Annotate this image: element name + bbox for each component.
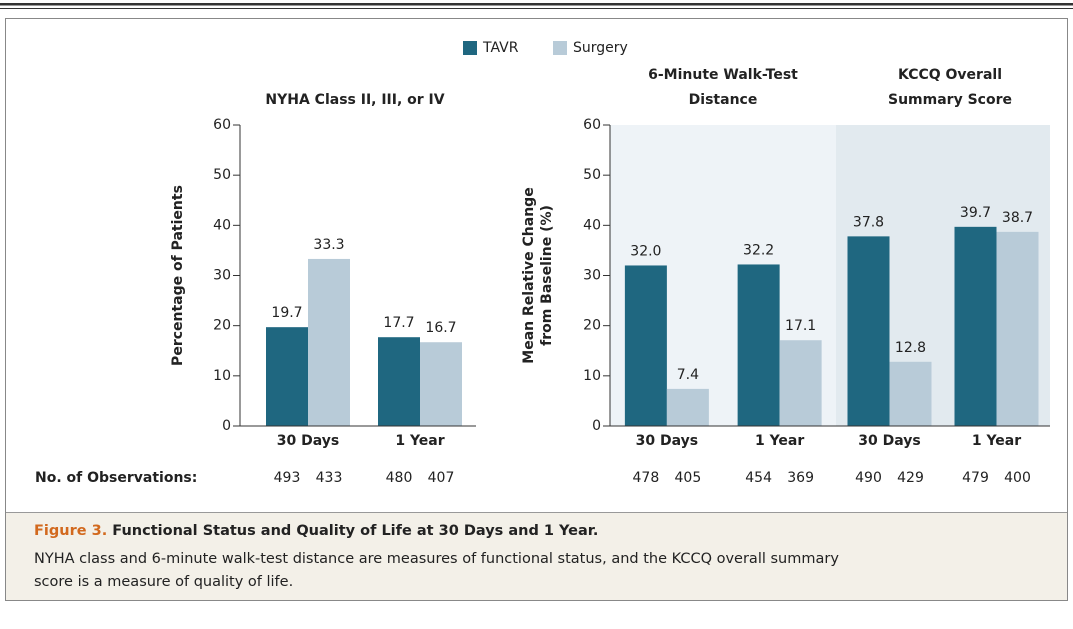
observation-count: 480 bbox=[386, 470, 413, 486]
caption-title: Functional Status and Quality of Life at… bbox=[112, 523, 599, 539]
observations-label: No. of Observations: bbox=[35, 470, 197, 486]
chart-title: KCCQ Overall bbox=[898, 67, 1002, 83]
bar bbox=[779, 340, 822, 426]
value-label: 16.7 bbox=[425, 320, 456, 336]
x-tick-label: 1 Year bbox=[755, 433, 804, 449]
bar bbox=[666, 388, 709, 426]
value-label: 38.7 bbox=[1002, 210, 1033, 226]
y-tick-label: 20 bbox=[213, 318, 231, 334]
x-tick-label: 30 Days bbox=[277, 433, 339, 449]
chart-title: Distance bbox=[689, 92, 758, 108]
caption-heading: Figure 3. Functional Status and Quality … bbox=[34, 523, 1037, 539]
value-label: 17.7 bbox=[383, 315, 414, 331]
plot-area: TAVR Surgery 30 Days 19.7 493 33.3 433 1 Year 17… bbox=[170, 40, 1050, 486]
y-tick-label: 60 bbox=[213, 117, 231, 133]
observation-count: 429 bbox=[897, 470, 924, 486]
top-rule bbox=[0, 3, 1073, 6]
bar bbox=[889, 361, 932, 426]
value-label: 33.3 bbox=[313, 237, 344, 253]
y-tick-label: 40 bbox=[213, 217, 231, 233]
observation-count: 369 bbox=[787, 470, 814, 486]
x-tick-label: 1 Year bbox=[395, 433, 444, 449]
top-rule-thin bbox=[0, 8, 1073, 9]
chart-title: NYHA Class II, III, or IV bbox=[265, 92, 444, 108]
value-label: 32.2 bbox=[743, 242, 774, 258]
bar bbox=[996, 231, 1039, 426]
observation-count: 433 bbox=[316, 470, 343, 486]
observation-count: 454 bbox=[745, 470, 772, 486]
chart-title: 6-Minute Walk-Test bbox=[648, 67, 798, 83]
y-tick-label: 50 bbox=[213, 167, 231, 183]
y-tick-label: 10 bbox=[213, 368, 231, 384]
caption: Figure 3. Functional Status and Quality … bbox=[6, 512, 1067, 600]
observation-count: 490 bbox=[855, 470, 882, 486]
bar bbox=[624, 265, 667, 426]
y-axis-label: Percentage of Patients bbox=[170, 185, 186, 366]
observation-count: 407 bbox=[428, 470, 455, 486]
y-tick-label: 30 bbox=[583, 268, 601, 284]
bar bbox=[847, 236, 890, 426]
value-label: 17.1 bbox=[785, 318, 816, 334]
y-tick-label: 30 bbox=[213, 268, 231, 284]
frame bbox=[5, 18, 1068, 601]
value-label: 32.0 bbox=[630, 243, 661, 259]
value-label: 19.7 bbox=[271, 305, 302, 321]
y-axis-label: from Baseline (%) bbox=[539, 205, 555, 346]
y-tick-label: 0 bbox=[592, 418, 601, 434]
observation-count: 400 bbox=[1004, 470, 1031, 486]
observation-count: 478 bbox=[633, 470, 660, 486]
value-label: 37.8 bbox=[853, 214, 884, 230]
y-tick-label: 50 bbox=[583, 167, 601, 183]
value-label: 12.8 bbox=[895, 340, 926, 356]
value-label: 7.4 bbox=[677, 367, 699, 383]
bar bbox=[378, 337, 420, 426]
x-tick-label: 1 Year bbox=[972, 433, 1021, 449]
observation-count: 405 bbox=[675, 470, 702, 486]
y-tick-label: 0 bbox=[222, 418, 231, 434]
y-tick-label: 20 bbox=[583, 318, 601, 334]
legend-label: TAVR bbox=[482, 40, 519, 56]
bar bbox=[420, 342, 462, 426]
y-tick-label: 40 bbox=[583, 217, 601, 233]
legend-swatch bbox=[463, 41, 477, 55]
observation-count: 479 bbox=[962, 470, 989, 486]
legend-swatch bbox=[553, 41, 567, 55]
x-tick-label: 30 Days bbox=[636, 433, 698, 449]
observation-count: 493 bbox=[274, 470, 301, 486]
bar bbox=[954, 226, 997, 426]
value-label: 39.7 bbox=[960, 205, 991, 221]
bar bbox=[308, 258, 350, 426]
legend-label: Surgery bbox=[573, 40, 628, 56]
y-axis-label: Mean Relative Change bbox=[521, 187, 537, 363]
bar bbox=[266, 327, 308, 426]
caption-text: NYHA class and 6-minute walk-test distan… bbox=[34, 551, 839, 590]
y-tick-label: 60 bbox=[583, 117, 601, 133]
x-tick-label: 30 Days bbox=[858, 433, 920, 449]
y-tick-label: 10 bbox=[583, 368, 601, 384]
caption-label: Figure 3. bbox=[34, 523, 108, 539]
bar bbox=[737, 264, 780, 426]
chart-title: Summary Score bbox=[888, 92, 1012, 108]
